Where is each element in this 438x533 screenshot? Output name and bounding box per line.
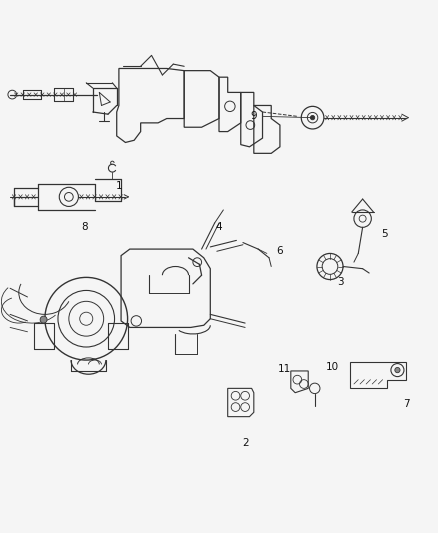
Text: 11: 11: [278, 364, 291, 374]
Text: 10: 10: [325, 361, 339, 372]
Text: 6: 6: [277, 246, 283, 256]
Circle shape: [395, 367, 400, 373]
Text: 5: 5: [381, 229, 388, 239]
Circle shape: [40, 316, 47, 323]
Text: 8: 8: [81, 222, 88, 232]
Text: 1: 1: [116, 181, 122, 191]
Text: 4: 4: [215, 222, 223, 232]
Text: 7: 7: [403, 399, 410, 409]
Text: 9: 9: [251, 111, 257, 122]
Text: 3: 3: [338, 277, 344, 287]
Circle shape: [311, 116, 315, 120]
Text: 2: 2: [242, 438, 248, 448]
